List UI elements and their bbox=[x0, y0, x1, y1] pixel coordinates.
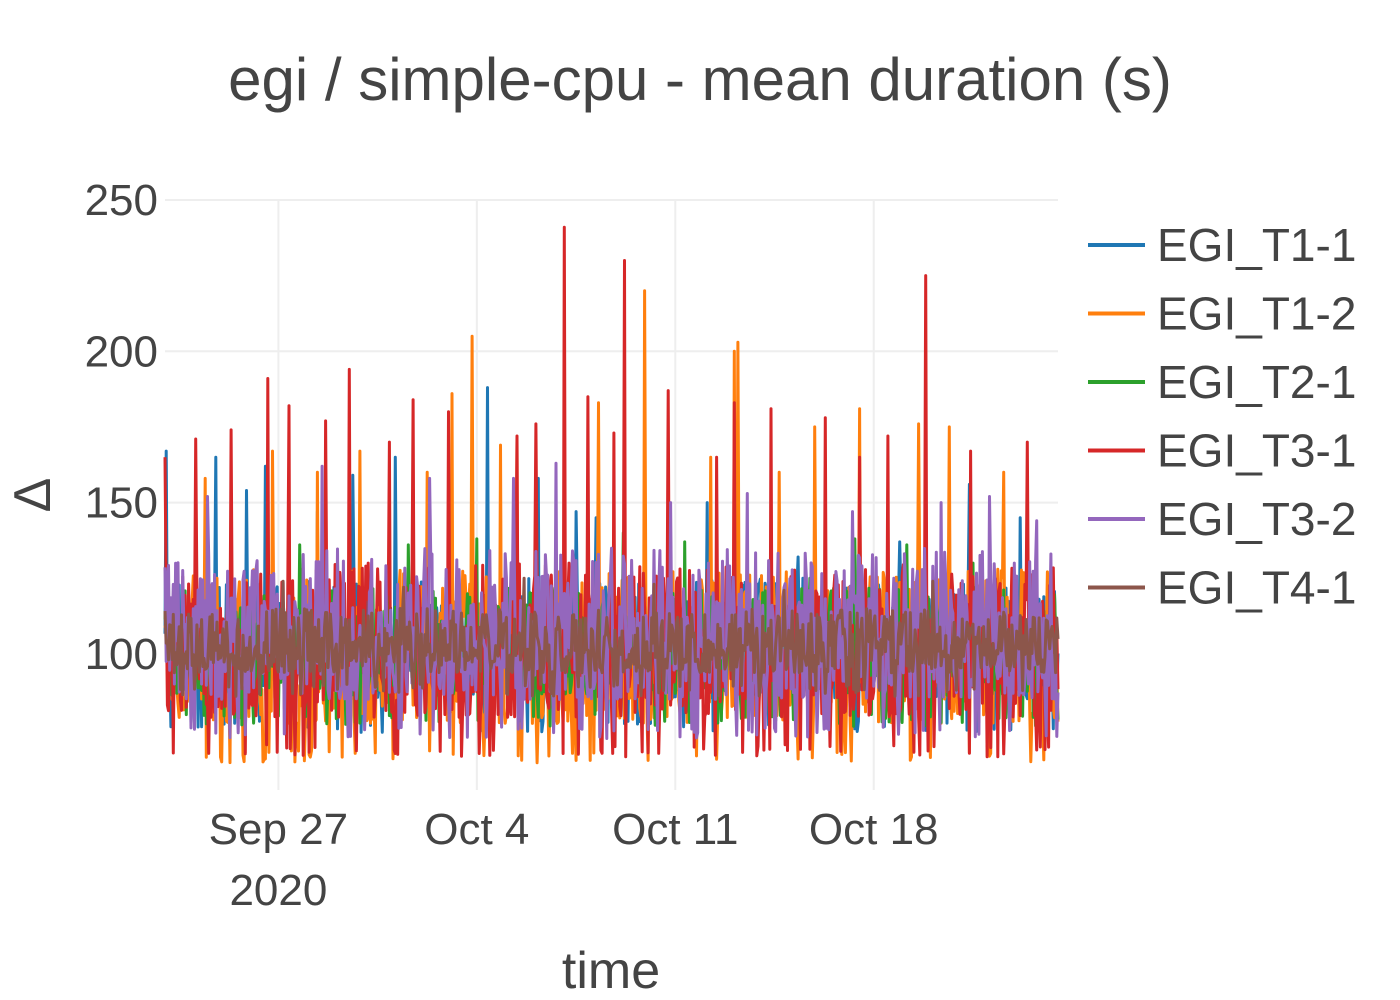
chart-title: egi / simple-cpu - mean duration (s) bbox=[228, 46, 1172, 113]
y-axis-title: Δ bbox=[4, 478, 62, 513]
plot-area bbox=[163, 225, 1060, 765]
x-tick-sublabel: 2020 bbox=[229, 866, 327, 915]
y-tick-label: 200 bbox=[85, 327, 158, 376]
legend: EGI_T1-1 EGI_T1-2 EGI_T2-1 EGI_T3-1 EGI_T3-2… bbox=[1088, 219, 1356, 614]
legend-label: EGI_T3-2 bbox=[1157, 493, 1356, 545]
legend-label: EGI_T2-1 bbox=[1157, 356, 1356, 408]
x-tick-label: Oct 11 bbox=[612, 805, 738, 854]
legend-item[interactable]: EGI_T1-2 bbox=[1088, 288, 1356, 340]
legend-label: EGI_T3-1 bbox=[1157, 425, 1356, 477]
y-tick-label: 150 bbox=[85, 479, 158, 528]
y-tick-label: 100 bbox=[85, 630, 158, 679]
legend-label: EGI_T4-1 bbox=[1157, 562, 1356, 614]
legend-item[interactable]: EGI_T1-1 bbox=[1088, 219, 1356, 271]
legend-item[interactable]: EGI_T2-1 bbox=[1088, 356, 1356, 408]
legend-label: EGI_T1-2 bbox=[1157, 288, 1356, 340]
y-tick-label: 250 bbox=[85, 176, 158, 225]
legend-item[interactable]: EGI_T3-2 bbox=[1088, 493, 1356, 545]
series-line-EGI_T4-1 bbox=[163, 576, 1060, 698]
legend-label: EGI_T1-1 bbox=[1157, 219, 1356, 271]
y-axis: 100 150 200 250 bbox=[85, 176, 158, 679]
x-tick-label: Oct 4 bbox=[424, 805, 529, 854]
legend-item[interactable]: EGI_T4-1 bbox=[1088, 562, 1356, 614]
legend-item[interactable]: EGI_T3-1 bbox=[1088, 425, 1356, 477]
x-tick-label: Sep 27 bbox=[209, 805, 348, 854]
x-axis-title: time bbox=[562, 942, 660, 1000]
x-axis: Sep 27 2020 Oct 4 Oct 11 Oct 18 bbox=[209, 805, 939, 915]
x-tick-label: Oct 18 bbox=[809, 805, 939, 854]
